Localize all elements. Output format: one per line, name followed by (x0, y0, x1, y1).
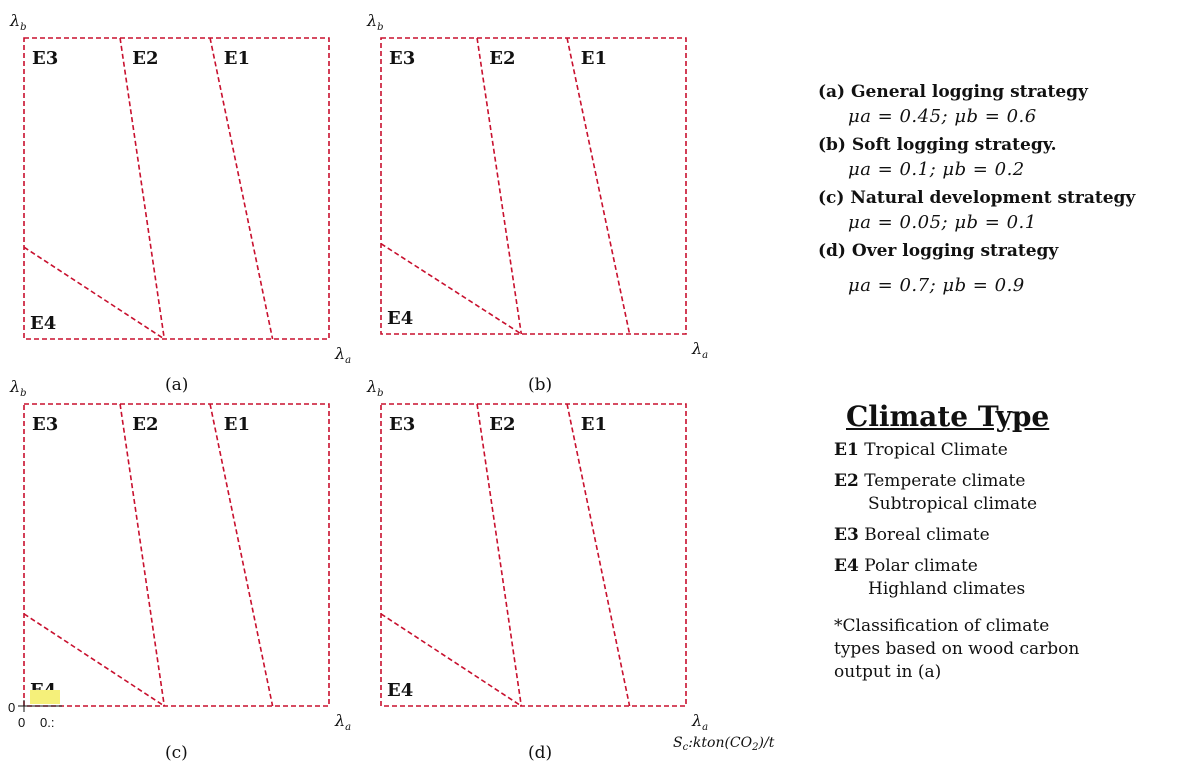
tick-label-y0: 0 (8, 700, 15, 715)
region-label-e2: E2 (132, 414, 158, 435)
region-label-e4: E4 (387, 308, 413, 329)
panel-frame (24, 404, 329, 706)
region-label-e4: E4 (30, 313, 56, 334)
region-label-e1: E1 (581, 48, 607, 69)
panel-caption: (b) (528, 375, 552, 395)
note-line: types based on wood carbon (834, 638, 1184, 661)
y-axis-label: λb (366, 11, 384, 33)
region-label-e4: E4 (387, 680, 413, 701)
region-label-e3: E3 (389, 414, 415, 435)
region-label-e2: E2 (489, 414, 515, 435)
strategy-d-params: μa = 0.7; μb = 0.9 (848, 275, 1184, 296)
strategy-c-title: (c) Natural development strategy (818, 188, 1184, 208)
panel-a: E3 E2 E1 E4 λb λa (a) (9, 11, 351, 395)
y-axis-label: λb (9, 377, 27, 399)
panel-caption: (c) (165, 743, 188, 763)
x-axis-label: λa (691, 339, 708, 361)
boundary-e1-e2 (210, 404, 273, 706)
y-axis-label: λb (366, 377, 384, 399)
strategy-d: (d) Over logging strategy μa = 0.7; μb =… (818, 241, 1184, 296)
region-label-e3: E3 (32, 414, 58, 435)
tick-label-x1: 0.: (40, 715, 54, 730)
strategy-legend: (a) General logging strategy μa = 0.45; … (818, 82, 1184, 304)
climate-desc-2: Highland climates (868, 578, 1184, 601)
climate-title: Climate Type (846, 400, 1184, 433)
region-label-e1: E1 (581, 414, 607, 435)
strategy-a-params: μa = 0.45; μb = 0.6 (848, 106, 1184, 127)
classification-note: *Classification of climate types based o… (834, 615, 1184, 684)
panel-caption: (d) (528, 743, 552, 763)
highlight-mark (30, 690, 60, 704)
strategy-c: (c) Natural development strategy μa = 0.… (818, 188, 1184, 233)
panel-b: E3 E2 E1 E4 λb λa (b) (366, 11, 708, 395)
unit-label: Sc:kton(CO2)/t (673, 735, 775, 753)
climate-type-legend: Climate Type E1 Tropical Climate E2 Temp… (834, 400, 1184, 684)
climate-item-e3: E3 Boreal climate (834, 524, 1184, 547)
boundary-e2-e3 (120, 404, 164, 706)
panel-caption: (a) (165, 375, 188, 395)
panel-d: E3 E2 E1 E4 λb λa (d) (366, 377, 708, 763)
boundary-e2-e3 (120, 38, 164, 339)
region-label-e2: E2 (132, 48, 158, 69)
boundary-e2-e3 (477, 38, 521, 334)
region-label-e3: E3 (32, 48, 58, 69)
region-label-e3: E3 (389, 48, 415, 69)
tick-label-x0: 0 (18, 715, 25, 730)
strategy-b: (b) Soft logging strategy. μa = 0.1; μb … (818, 135, 1184, 180)
strategy-a-title: (a) General logging strategy (818, 82, 1184, 102)
climate-desc: Tropical Climate (864, 440, 1008, 460)
note-line: *Classification of climate (834, 615, 1184, 638)
boundary-e1-e2 (210, 38, 273, 339)
climate-code: E1 (834, 440, 859, 460)
x-axis-label: λa (691, 711, 708, 733)
climate-item-e4: E4 Polar climate Highland climates (834, 555, 1184, 601)
panel-frame (381, 404, 686, 706)
panel-frame (24, 38, 329, 339)
climate-item-e2: E2 Temperate climate Subtropical climate (834, 470, 1184, 516)
region-label-e2: E2 (489, 48, 515, 69)
region-label-e1: E1 (224, 48, 250, 69)
region-label-e1: E1 (224, 414, 250, 435)
climate-desc: Boreal climate (864, 525, 989, 545)
climate-desc: Temperate climate (864, 471, 1025, 491)
y-axis-label: λb (9, 11, 27, 33)
boundary-e1-e2 (567, 404, 630, 706)
climate-code: E4 (834, 556, 859, 576)
climate-code: E3 (834, 525, 859, 545)
strategy-c-params: μa = 0.05; μb = 0.1 (848, 212, 1184, 233)
axis-overlay: 00 0.: (8, 690, 62, 730)
boundary-e1-e2 (567, 38, 630, 334)
strategy-b-params: μa = 0.1; μb = 0.2 (848, 159, 1184, 180)
climate-desc: Polar climate (864, 556, 978, 576)
climate-code: E2 (834, 471, 859, 491)
climate-item-e1: E1 Tropical Climate (834, 439, 1184, 462)
strategy-a: (a) General logging strategy μa = 0.45; … (818, 82, 1184, 127)
x-axis-label: λa (334, 344, 351, 366)
note-line: output in (a) (834, 661, 1184, 684)
diagram-panels: E3E2E1E4λbλa(a)E3E2E1E4λbλa(b)E3E2E1E4λb… (0, 0, 800, 766)
x-axis-label: λa (334, 711, 351, 733)
panel-frame (381, 38, 686, 334)
strategy-b-title: (b) Soft logging strategy. (818, 135, 1184, 155)
strategy-d-title: (d) Over logging strategy (818, 241, 1184, 261)
climate-desc-2: Subtropical climate (868, 493, 1184, 516)
boundary-e2-e3 (477, 404, 521, 706)
